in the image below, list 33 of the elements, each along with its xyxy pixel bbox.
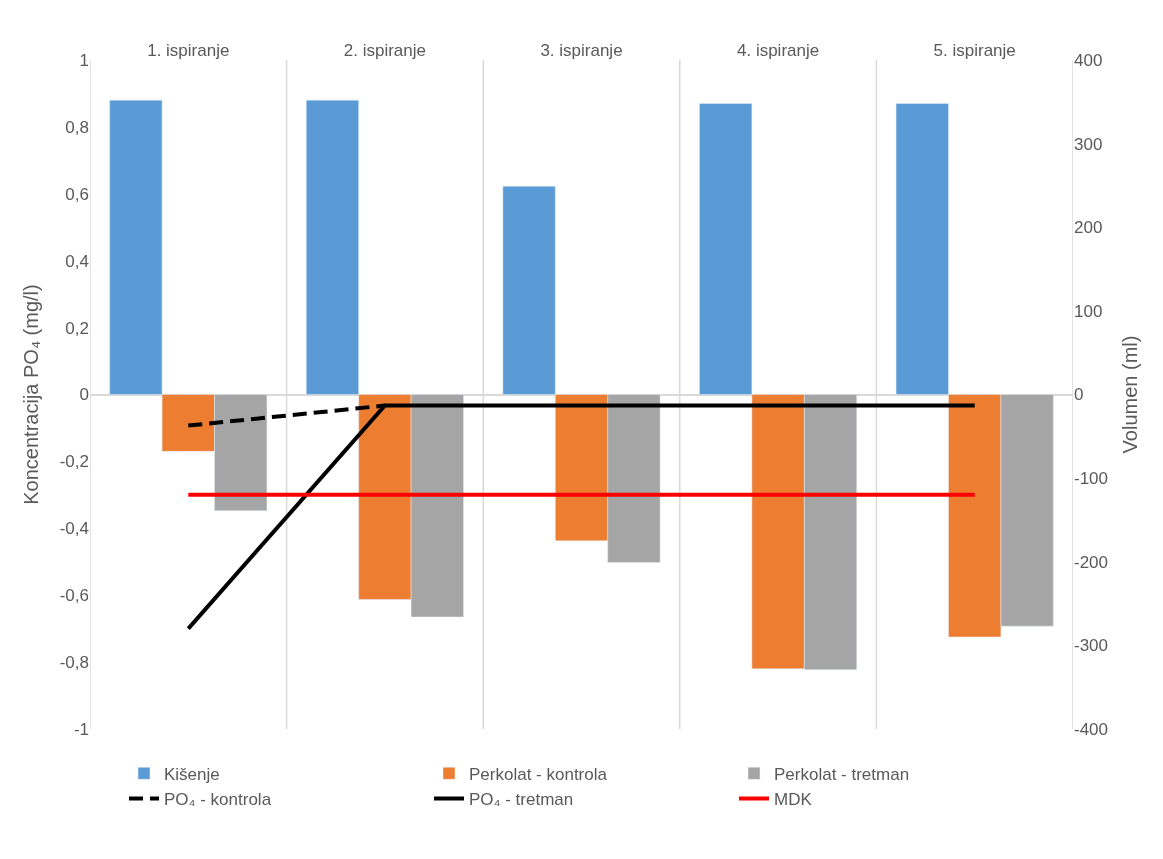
y2-tick-label: 100	[1074, 301, 1103, 321]
y2-tick-label: 400	[1074, 50, 1103, 70]
legend-label: PO₄ - kontrola	[164, 790, 272, 810]
x-tick-label: 1. ispiranje	[147, 40, 230, 60]
y-tick-label: 0,6	[65, 184, 89, 204]
y-tick-label: -0,4	[59, 519, 89, 539]
x-tick-label: 4. ispiranje	[736, 40, 820, 60]
y-tick-label: -0,8	[59, 653, 89, 673]
legend-label: MDK	[774, 790, 813, 810]
x-tick-label: 2. ispiranje	[343, 40, 427, 60]
y-tick-label: -1	[73, 719, 89, 739]
y-tick-label: -0,6	[59, 586, 89, 606]
y2-axis-title: Volumen (ml)	[1118, 335, 1141, 454]
y2-tick-label: -300	[1074, 636, 1109, 656]
y2-tick-label: 200	[1074, 218, 1103, 238]
y-tick-label: -0,2	[59, 452, 89, 472]
x-tick-label: 5. ispiranje	[933, 40, 1016, 60]
y2-tick-label: 300	[1074, 134, 1103, 154]
y-tick-label: 0,4	[65, 251, 89, 271]
x-tick-label: 3. ispiranje	[540, 40, 623, 60]
y2-tick-label: -100	[1074, 469, 1109, 489]
legend-label: Kišenje	[164, 764, 220, 784]
y-tick-label: 0,2	[65, 318, 89, 338]
y-tick-label: 1	[79, 50, 89, 70]
legend-label: Perkolat - tretman	[774, 764, 910, 784]
y-axis-title: Koncentracija PO₄ (mg/l)	[20, 284, 43, 505]
y2-tick-label: -200	[1074, 552, 1109, 572]
y-tick-label: 0	[79, 385, 89, 405]
legend-label: Perkolat - kontrola	[469, 764, 608, 784]
legend-label: PO₄ - tretman	[469, 790, 574, 810]
y-tick-label: 0,8	[65, 117, 89, 137]
y2-tick-label: 0	[1074, 385, 1084, 405]
y2-tick-label: -400	[1074, 719, 1109, 739]
